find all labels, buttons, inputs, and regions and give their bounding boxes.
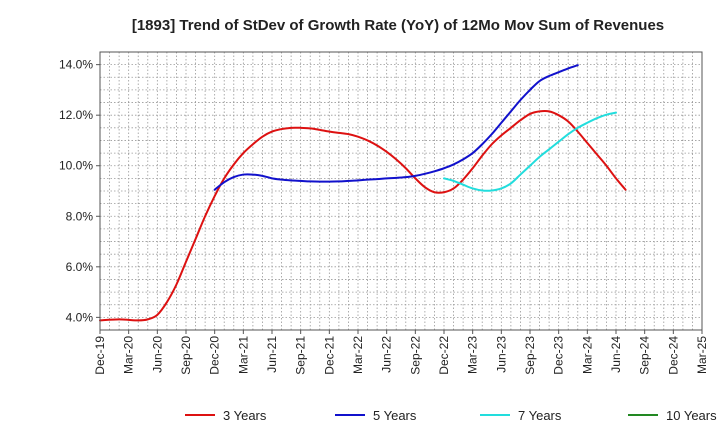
x-tick-label: Dec-21 (322, 336, 336, 375)
y-tick-label: 10.0% (59, 159, 93, 173)
legend: 3 Years 5 Years 7 Years 10 Years (185, 408, 717, 423)
series-layer (99, 64, 627, 322)
x-tick-label: Mar-22 (351, 336, 365, 374)
y-tick-label: 8.0% (66, 209, 94, 223)
x-tick-label: Dec-19 (93, 336, 107, 375)
x-tick-label: Sep-21 (294, 336, 308, 375)
plot-border (99, 51, 703, 331)
x-tick-label: Jun-24 (609, 336, 623, 373)
x-tick-label: Sep-23 (523, 336, 537, 375)
y-tick-label: 12.0% (59, 108, 93, 122)
legend-label-3-years: 3 Years (223, 408, 267, 423)
x-tick-label: Sep-22 (408, 336, 422, 375)
x-tick-label: Jun-22 (380, 336, 394, 373)
x-tick-label: Dec-23 (552, 336, 566, 375)
x-tick-label: Sep-20 (179, 336, 193, 375)
x-tick-label: Sep-24 (638, 336, 652, 375)
y-axis-ticks: 4.0% 6.0% 8.0% 10.0% 12.0% 14.0% (59, 58, 100, 324)
x-axis-ticks: Dec-19 Mar-20 Jun-20 Sep-20 Dec-20 Mar-21 Jun-… (93, 330, 709, 375)
legend-label-5-years: 5 Years (373, 408, 417, 423)
x-tick-label: Mar-23 (466, 336, 480, 374)
y-tick-label: 6.0% (66, 260, 94, 274)
series-line-5-years (213, 64, 579, 191)
x-tick-label: Dec-20 (208, 336, 222, 375)
x-tick-label: Mar-24 (580, 336, 594, 374)
x-tick-label: Mar-25 (695, 336, 709, 374)
x-tick-label: Mar-20 (122, 336, 136, 374)
x-tick-label: Jun-23 (494, 336, 508, 373)
x-tick-label: Dec-22 (437, 336, 451, 375)
x-tick-label: Jun-21 (265, 336, 279, 373)
series-line-7-years (443, 111, 617, 192)
x-tick-label: Dec-24 (666, 336, 680, 375)
legend-label-7-years: 7 Years (518, 408, 562, 423)
y-tick-label: 14.0% (59, 58, 93, 72)
legend-label-10-years: 10 Years (666, 408, 717, 423)
x-tick-label: Jun-20 (150, 336, 164, 373)
x-tick-label: Mar-21 (236, 336, 250, 374)
grid (99, 52, 703, 330)
series-line-3-years (99, 109, 627, 322)
axes (99, 51, 703, 331)
chart-title: [1893] Trend of StDev of Growth Rate (Yo… (132, 17, 664, 34)
y-tick-label: 4.0% (66, 310, 94, 324)
